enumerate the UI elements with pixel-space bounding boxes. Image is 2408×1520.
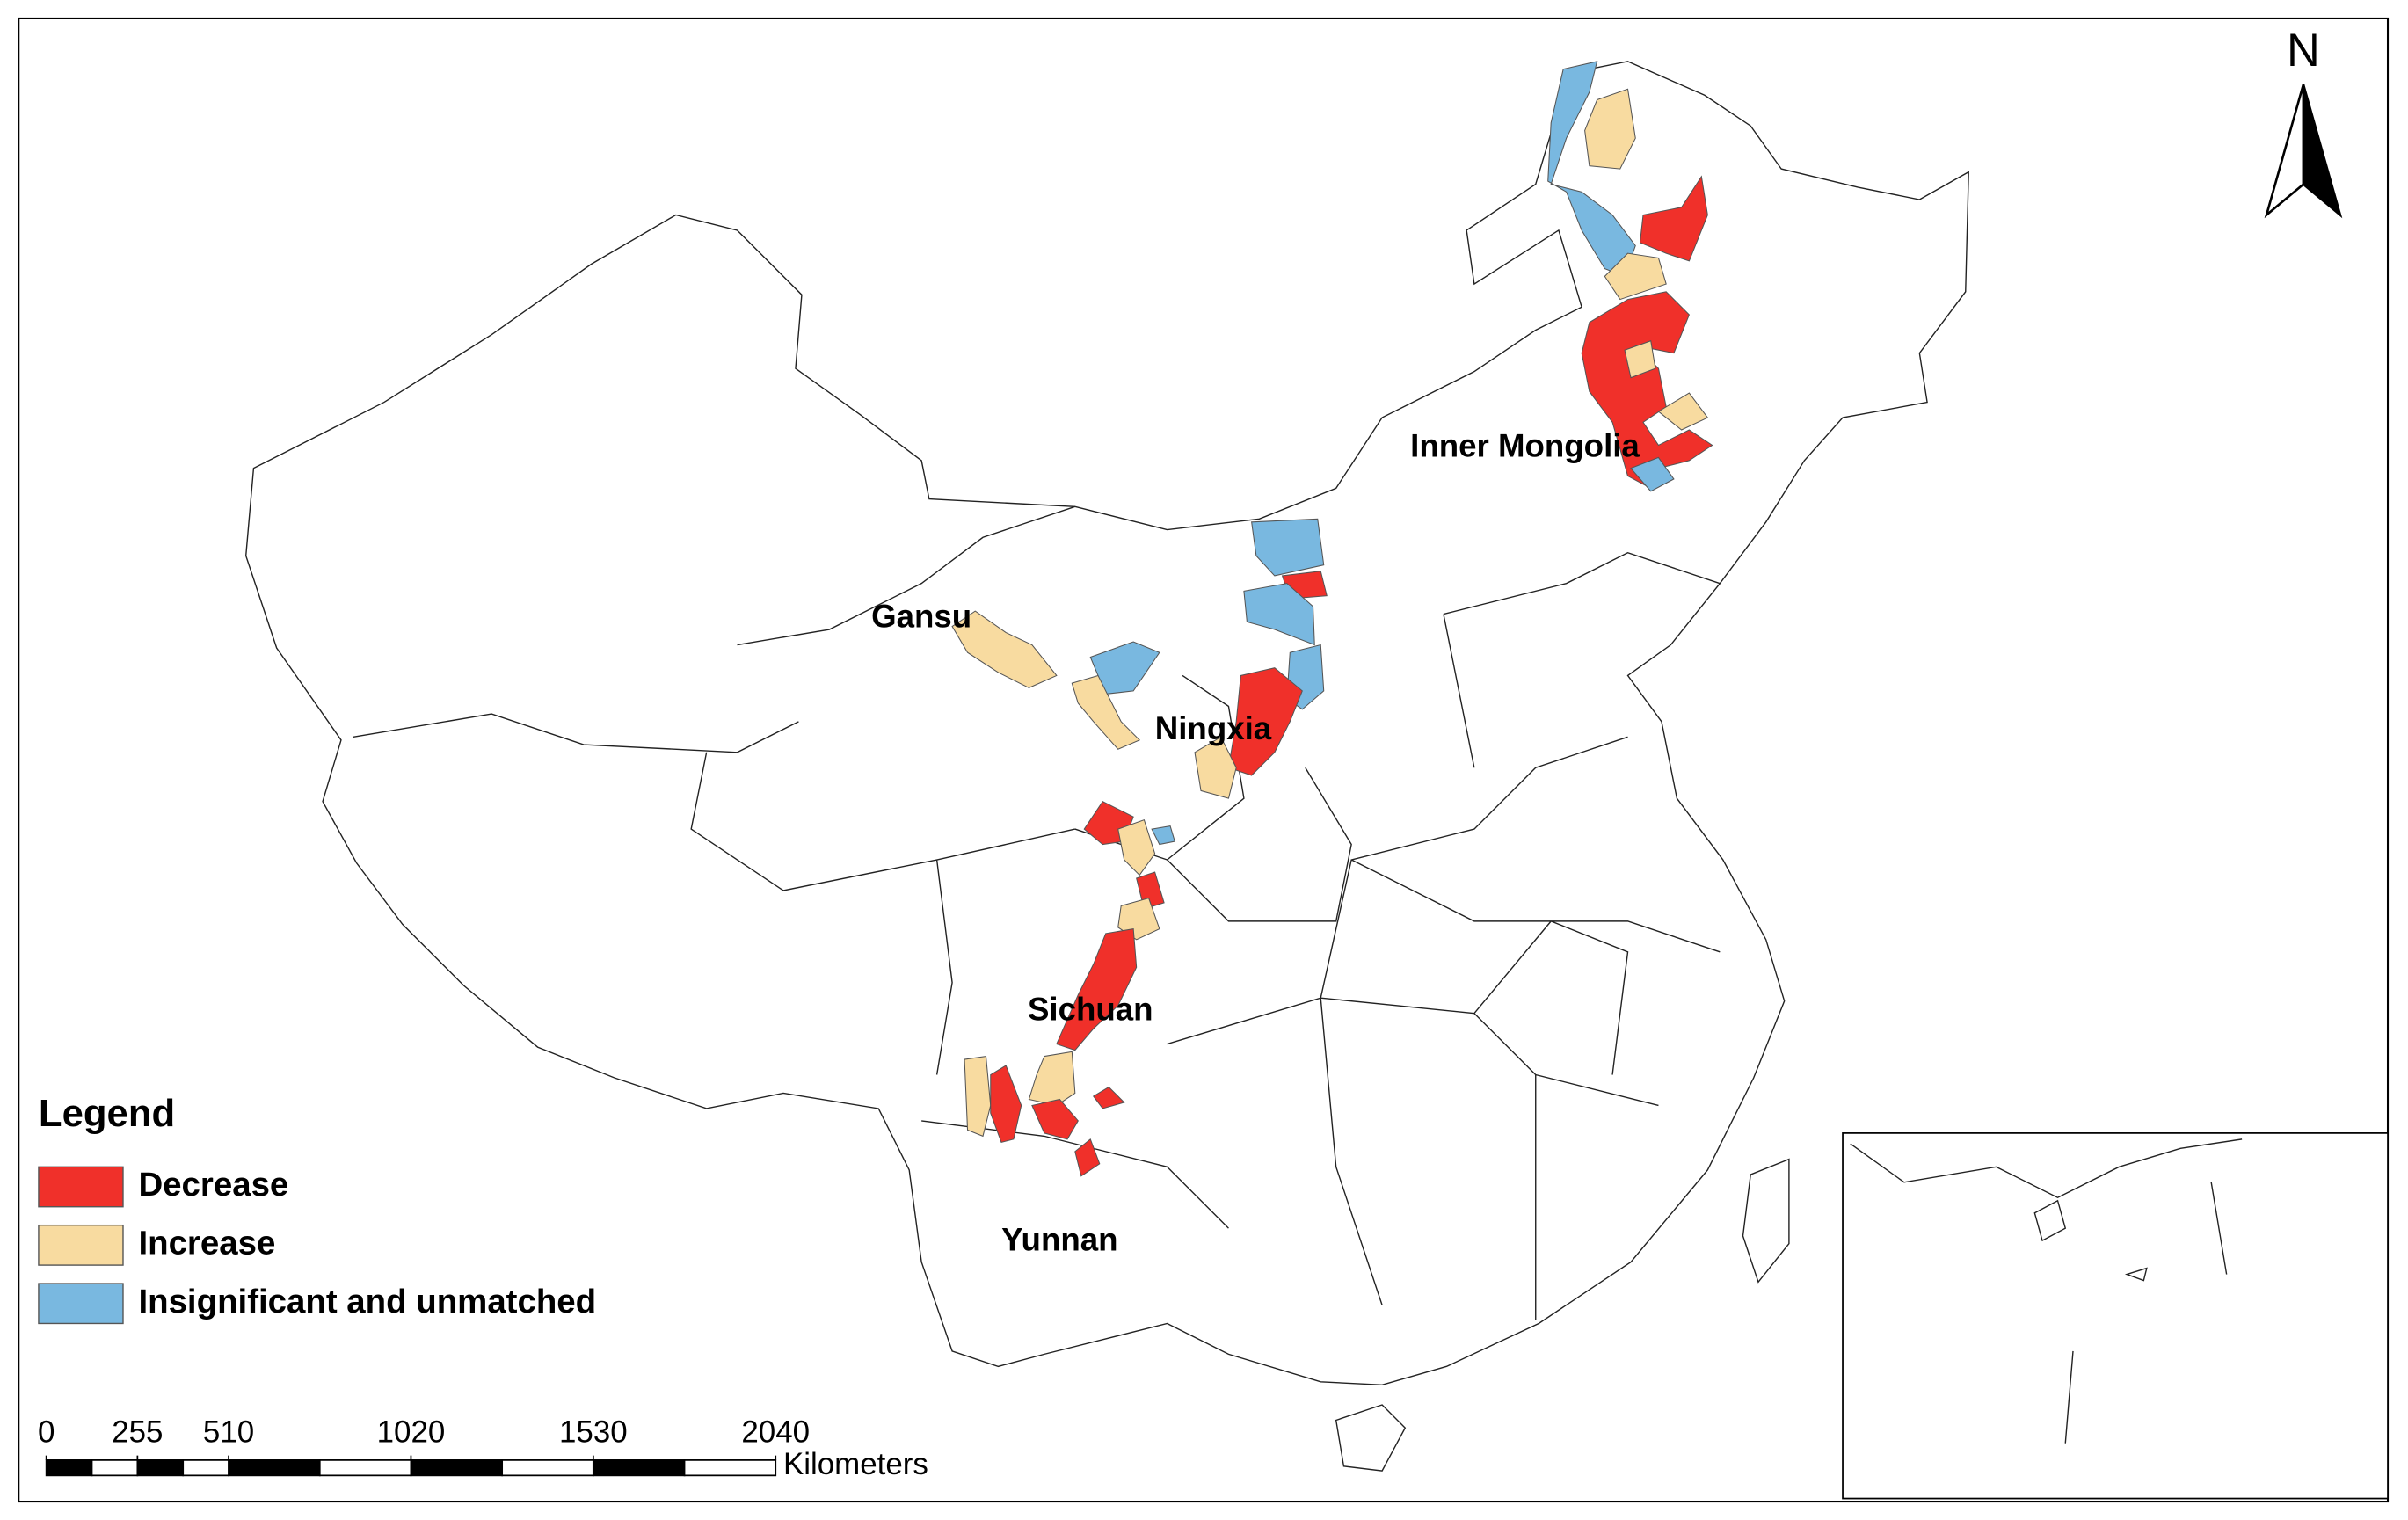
country-outline [244,61,1969,1386]
scale-tick-label: 1020 [377,1415,446,1449]
study-region [990,1065,1022,1143]
inset-frame [1842,1132,2389,1500]
scale-tick-label: 255 [112,1415,163,1449]
study-region [1251,518,1325,577]
scale-tick-label: 510 [203,1415,254,1449]
scale-segment [228,1459,321,1477]
scale-segment [410,1459,504,1477]
inset-map [1842,1132,2389,1500]
scale-unit: Kilometers [783,1447,928,1481]
scale-tick-label: 1530 [559,1415,628,1449]
study-region [1056,928,1138,1051]
scale-tick-label: 2040 [741,1415,810,1449]
scale-segment [318,1459,412,1477]
island-outline [1335,1158,1790,1472]
scale-segment [91,1459,139,1477]
study-region [1151,825,1175,846]
scale-tick-label: 0 [38,1415,55,1449]
study-region [1194,736,1237,799]
inset-outline [1850,1138,2243,1444]
study-region [1243,583,1315,646]
region-label: Gansu [871,599,971,635]
scale-segment [683,1459,777,1477]
study-region [1547,61,1636,278]
north-arrow: N [2264,25,2343,219]
north-arrow-right [2302,84,2343,219]
region-label: Yunnan [1001,1222,1117,1258]
study-region [1031,1098,1079,1140]
legend-label: Insignificant and unmatched [138,1283,596,1320]
legend-swatch [38,1224,124,1266]
scale-segment [592,1459,686,1477]
study-region [1092,1086,1125,1109]
study-region [964,1055,992,1138]
legend-swatch [38,1283,124,1325]
scale-segment [501,1459,594,1477]
study-region [1604,252,1667,301]
region-label: Sichuan [1028,992,1153,1028]
study-region [1074,1138,1101,1177]
scale-segment [136,1459,185,1477]
legend-swatch [38,1166,124,1208]
region-label: Inner Mongolia [1410,428,1640,464]
study-region [1071,674,1141,750]
study-region [1657,392,1709,431]
legend-label: Decrease [138,1166,288,1204]
north-label: N [2287,25,2320,76]
scale-segment [182,1459,229,1477]
province-borders [353,505,1721,1320]
study-region [1630,456,1675,492]
study-region [951,610,1058,688]
study-region [1581,291,1713,490]
study-region [1227,667,1303,776]
study-region [1639,175,1708,262]
study-region [1117,818,1156,876]
region-label: Ningxia [1155,710,1272,746]
legend-label: Increase [138,1225,275,1262]
study-region [1624,340,1656,379]
legend-title: Legend [39,1092,175,1135]
scale-segment [45,1459,93,1477]
study-region [1584,88,1636,170]
